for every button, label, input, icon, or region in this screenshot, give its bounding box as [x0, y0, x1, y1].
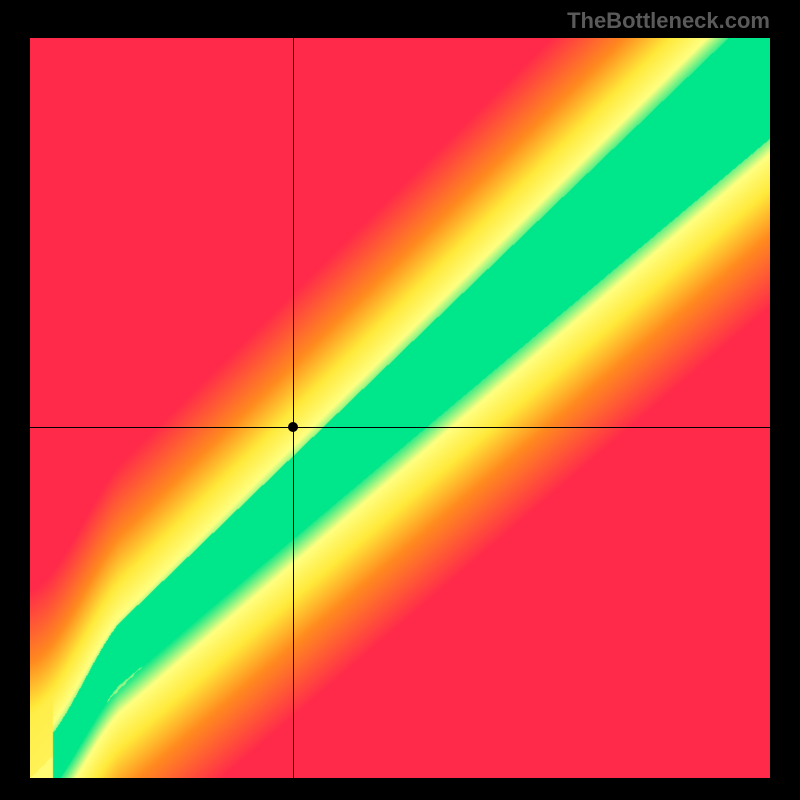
crosshair-horizontal	[30, 427, 770, 428]
crosshair-marker	[288, 422, 298, 432]
plot-area	[30, 38, 770, 778]
chart-container: TheBottleneck.com	[0, 0, 800, 800]
crosshair-vertical	[293, 38, 294, 778]
heatmap-canvas	[30, 38, 770, 778]
watermark-text: TheBottleneck.com	[567, 8, 770, 34]
